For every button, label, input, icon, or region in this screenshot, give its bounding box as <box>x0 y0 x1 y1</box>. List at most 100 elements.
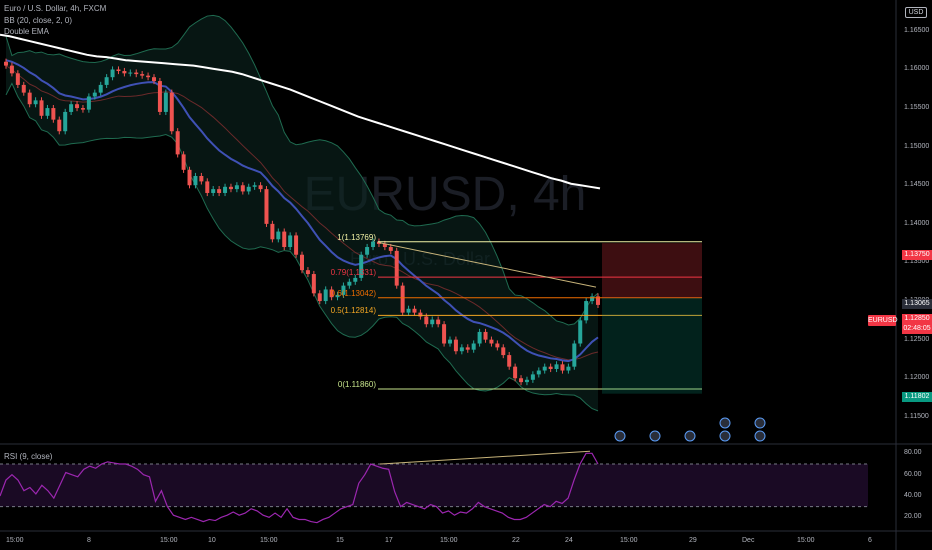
candle-body <box>371 241 376 248</box>
price-axis-tick: 1.12000 <box>904 374 930 382</box>
candle-body <box>228 186 233 190</box>
candle-body <box>495 343 500 348</box>
candle-body <box>459 347 464 352</box>
candle-body <box>317 293 322 302</box>
candle-body <box>246 186 251 192</box>
candle-body <box>584 301 589 321</box>
candle-body <box>140 74 145 76</box>
candle-body <box>211 189 216 193</box>
price-axis-tick: 1.16500 <box>904 26 930 34</box>
candle-body <box>110 69 115 78</box>
candle-body <box>169 92 174 132</box>
rsi-line <box>0 452 599 524</box>
candle-body <box>104 77 109 85</box>
event-marker-icon <box>649 430 661 442</box>
candle-body <box>39 100 44 116</box>
candle-body <box>223 186 228 193</box>
candle-body <box>294 235 299 255</box>
candle-body <box>157 81 162 112</box>
time-axis-tick: 15:00 <box>620 537 638 544</box>
candle-body <box>163 92 168 112</box>
candle-body <box>477 331 482 344</box>
indicator-bollinger-bands[interactable]: BB (20, close, 2, 0) <box>4 16 73 25</box>
fib-level-label: 0.6(1.13042) <box>330 288 376 298</box>
candle-body <box>122 71 127 74</box>
time-axis-tick: 15:00 <box>6 537 24 544</box>
candle-body <box>146 75 151 78</box>
candle-body <box>513 366 518 379</box>
time-axis-tick: 8 <box>87 537 91 544</box>
fib-level-label: 1(1.13769) <box>337 232 376 242</box>
price-tag-countdown: 02:48:05 <box>902 324 932 334</box>
event-marker-icon <box>614 430 626 442</box>
price-tag-last: 1.12850 <box>902 314 932 324</box>
candle-body <box>311 274 316 294</box>
candle-body <box>217 189 222 193</box>
candle-body <box>57 119 62 132</box>
candle-body <box>134 72 139 75</box>
candle-body <box>80 108 85 110</box>
time-axis-tick: Dec <box>742 537 755 544</box>
rsi-divergence-line <box>379 450 591 465</box>
candle-body <box>406 308 411 313</box>
candle-body <box>448 339 452 344</box>
candle-body <box>566 366 571 371</box>
candle-body <box>572 343 577 367</box>
ema-fast-line <box>5 59 599 363</box>
event-marker-icon <box>754 417 766 429</box>
price-axis-tick: 1.12500 <box>904 335 930 343</box>
candle-body <box>205 181 210 193</box>
price-tag-mid: 1.13065 <box>902 299 932 309</box>
candle-body <box>63 111 68 132</box>
candle-body <box>536 370 541 375</box>
candle-body <box>276 231 281 240</box>
time-axis-tick: 15:00 <box>797 537 815 544</box>
price-axis-tick: 1.11500 <box>904 412 929 420</box>
trend-line <box>377 241 597 288</box>
candle-body <box>341 285 346 295</box>
candle-body <box>489 339 494 344</box>
candle-body <box>353 277 358 282</box>
candle-body <box>116 69 121 72</box>
candle-body <box>69 104 74 112</box>
candle-body <box>199 176 204 182</box>
candle-body <box>359 254 364 278</box>
candle-body <box>323 289 328 302</box>
indicator-double-ema[interactable]: Double EMA <box>4 27 49 36</box>
candle-body <box>596 296 600 305</box>
time-axis-tick: 15:00 <box>160 537 178 544</box>
symbol-tag: EURUSD <box>868 315 898 326</box>
candle-body <box>554 364 559 369</box>
time-axis-tick: 17 <box>385 537 393 544</box>
price-axis-tick: 1.13500 <box>904 258 930 266</box>
candle-body <box>75 104 80 109</box>
candle-body <box>524 379 529 383</box>
candle-body <box>436 319 441 325</box>
rsi-axis-tick: 20.00 <box>904 513 922 521</box>
candle-body <box>560 364 565 371</box>
candle-body <box>365 247 370 255</box>
candle-body <box>128 72 133 74</box>
candle-body <box>282 231 287 248</box>
fib-level-label: 0(1.11860) <box>337 380 376 390</box>
price-axis-tick: 1.15000 <box>904 142 930 150</box>
price-tag-high: 1.13750 <box>902 250 932 260</box>
candle-body <box>300 254 304 271</box>
candle-body <box>382 243 387 248</box>
candle-body <box>270 223 275 240</box>
event-marker-icon <box>719 417 731 429</box>
currency-badge[interactable]: USD <box>905 7 927 18</box>
time-axis-tick: 22 <box>512 537 520 544</box>
take-profit-zone <box>602 297 702 394</box>
price-axis-tick: 1.15500 <box>904 104 930 112</box>
rsi-axis-tick: 60.00 <box>904 470 922 478</box>
bollinger-upper <box>5 14 599 326</box>
candle-body <box>400 285 405 313</box>
candle-body <box>465 347 470 350</box>
candle-body <box>483 331 488 340</box>
rsi-label[interactable]: RSI (9, close) <box>4 452 53 461</box>
candle-body <box>288 235 293 248</box>
ema-slow-line <box>0 33 601 190</box>
time-axis-tick: 15:00 <box>260 537 278 544</box>
